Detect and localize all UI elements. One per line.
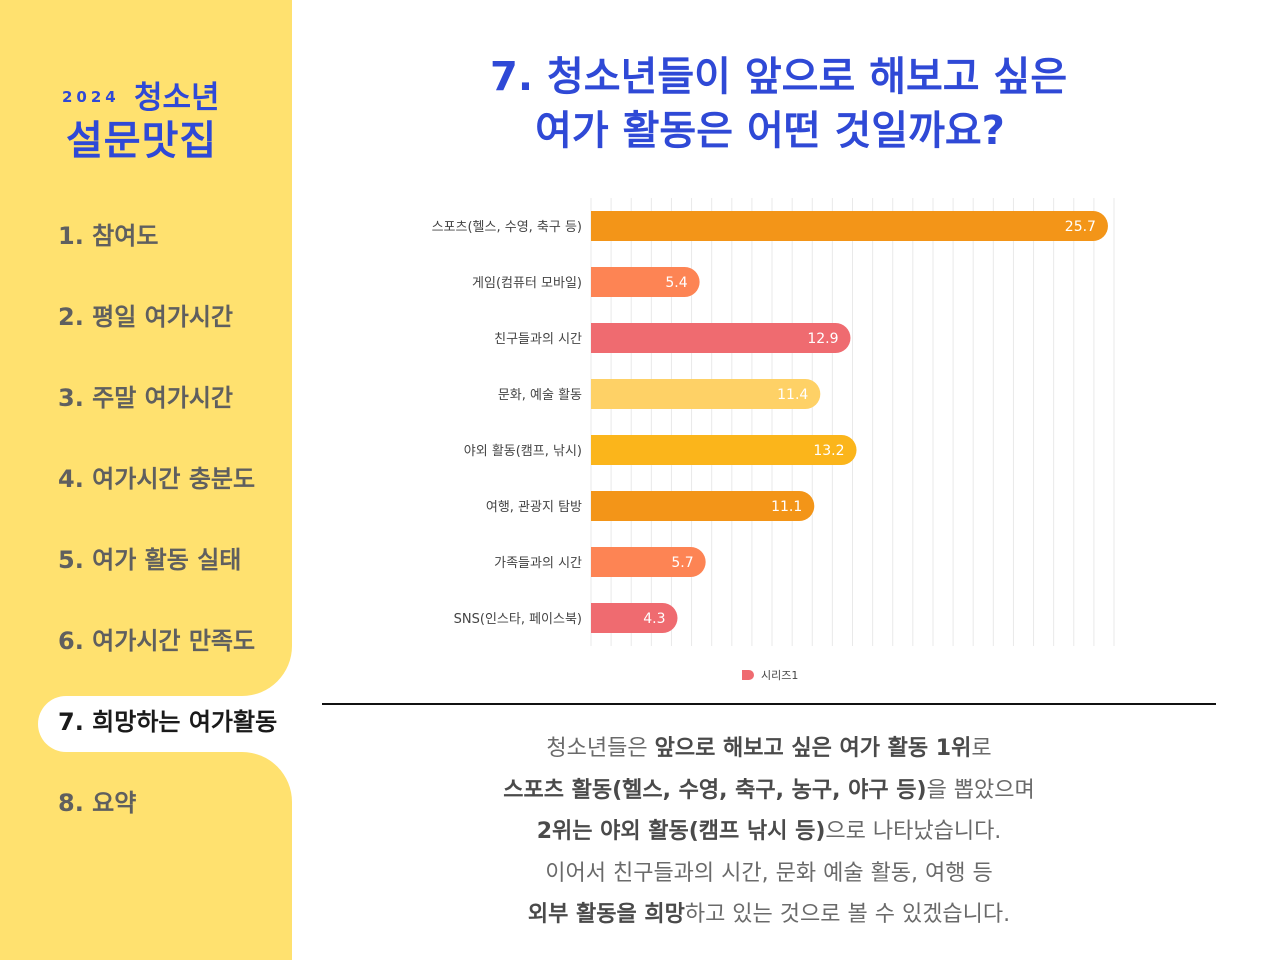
value-label: 25.7: [1065, 219, 1096, 235]
bar: [591, 435, 857, 465]
nav-item-weekend-leisure[interactable]: 3. 주말 여가시간: [58, 384, 234, 412]
category-label: 여행, 관광지 탐방: [486, 499, 582, 515]
bar: [591, 491, 815, 521]
summary-segment: 청소년들은: [546, 736, 655, 761]
category-label: 친구들과의 시간: [494, 332, 582, 347]
summary-line: 스포츠 활동(헬스, 수영, 축구, 농구, 야구 등)을 뽑았으며: [322, 771, 1216, 811]
value-label: 12.9: [807, 331, 838, 347]
nav-item-leisure-activity-status[interactable]: 5. 여가 활동 실태: [58, 546, 242, 574]
nav-item-desired-leisure[interactable]: 7. 희망하는 여가활동: [58, 708, 278, 736]
bar: [591, 267, 700, 297]
page-title-line1: 7. 청소년들이 앞으로 해보고 싶은: [490, 54, 1068, 100]
summary-line: 청소년들은 앞으로 해보고 싶은 여가 활동 1위로: [322, 729, 1216, 769]
summary-line: 2위는 야외 활동(캠프 낚시 등)으로 나타났습니다.: [322, 812, 1216, 852]
summary-segment: 하고 있는 것으로 볼 수 있겠습니다.: [684, 902, 1011, 927]
logo-main: 설문맛집: [66, 118, 218, 164]
summary-line: 외부 활동을 희망하고 있는 것으로 볼 수 있겠습니다.: [322, 895, 1216, 935]
value-label: 4.3: [643, 611, 665, 627]
category-label: 스포츠(헬스, 수영, 축구 등): [432, 220, 582, 235]
legend-label: 시리즈1: [761, 669, 798, 682]
page-title-line2: 여가 활동은 어떤 것일까요?: [535, 108, 1005, 154]
category-label: 게임(컴퓨터 모바일): [472, 276, 582, 291]
category-label: SNS(인스타, 페이스북): [454, 612, 582, 627]
summary-emphasis: 앞으로 해보고 싶은 여가 활동 1위: [654, 736, 972, 761]
chart-category-labels: 스포츠(헬스, 수영, 축구 등) 게임(컴퓨터 모바일) 친구들과의 시간문화, …: [432, 220, 582, 627]
bar: [591, 547, 706, 577]
chart-bars: [591, 211, 1108, 633]
nav-active-curve-top: [242, 646, 292, 696]
nav-active-highlight: [38, 696, 292, 752]
value-label: 11.4: [777, 387, 808, 403]
summary-segment: 이어서 친구들과의 시간, 문화 예술 활동, 여행 등: [545, 861, 993, 886]
summary-emphasis: 외부 활동을 희망: [527, 902, 685, 927]
nav-item-leisure-sufficiency[interactable]: 4. 여가시간 충분도: [58, 465, 256, 493]
bar: [591, 603, 678, 633]
summary-segment: 으로 나타났습니다.: [825, 819, 1002, 844]
chart-gridlines: [590, 198, 1115, 646]
summary-line: 이어서 친구들과의 시간, 문화 예술 활동, 여행 등: [322, 854, 1216, 894]
nav-item-leisure-satisfaction[interactable]: 6. 여가시간 만족도: [58, 627, 256, 655]
value-label: 11.1: [771, 499, 802, 515]
nav-item-summary[interactable]: 8. 요약: [58, 789, 137, 817]
bar: [591, 323, 851, 353]
category-label: 가족들과의 시간: [494, 556, 582, 571]
value-label: 13.2: [813, 443, 844, 459]
nav-active-curve-bottom: [242, 752, 292, 802]
chart-legend: 시리즈1: [742, 669, 798, 682]
nav-item-weekday-leisure[interactable]: 2. 평일 여가시간: [58, 303, 234, 331]
legend-swatch: [742, 670, 754, 680]
logo-year: 2024: [62, 88, 120, 106]
value-label: 5.4: [665, 275, 687, 291]
bar: [591, 379, 821, 409]
summary-emphasis: 스포츠 활동(헬스, 수영, 축구, 농구, 야구 등): [503, 778, 927, 803]
category-label: 야외 활동(캠프, 낚시): [464, 444, 582, 459]
bar-chart: 스포츠(헬스, 수영, 축구 등) 게임(컴퓨터 모바일) 친구들과의 시간문화, …: [432, 198, 1115, 682]
summary-emphasis: 2위는 야외 활동(캠프 낚시 등): [536, 819, 826, 844]
bar: [591, 211, 1108, 241]
category-label: 문화, 예술 활동: [498, 388, 582, 403]
logo-top: 청소년: [134, 80, 220, 116]
value-label: 5.7: [671, 555, 693, 571]
chart-value-labels: 25.7 5.4 12.9 11.4 13.2 11.1 5.7 4.3: [643, 219, 1096, 627]
summary-segment: 로: [971, 736, 992, 761]
divider: [322, 703, 1216, 705]
nav-item-participation[interactable]: 1. 참여도: [58, 222, 159, 250]
summary-segment: 을 뽑았으며: [926, 778, 1035, 803]
